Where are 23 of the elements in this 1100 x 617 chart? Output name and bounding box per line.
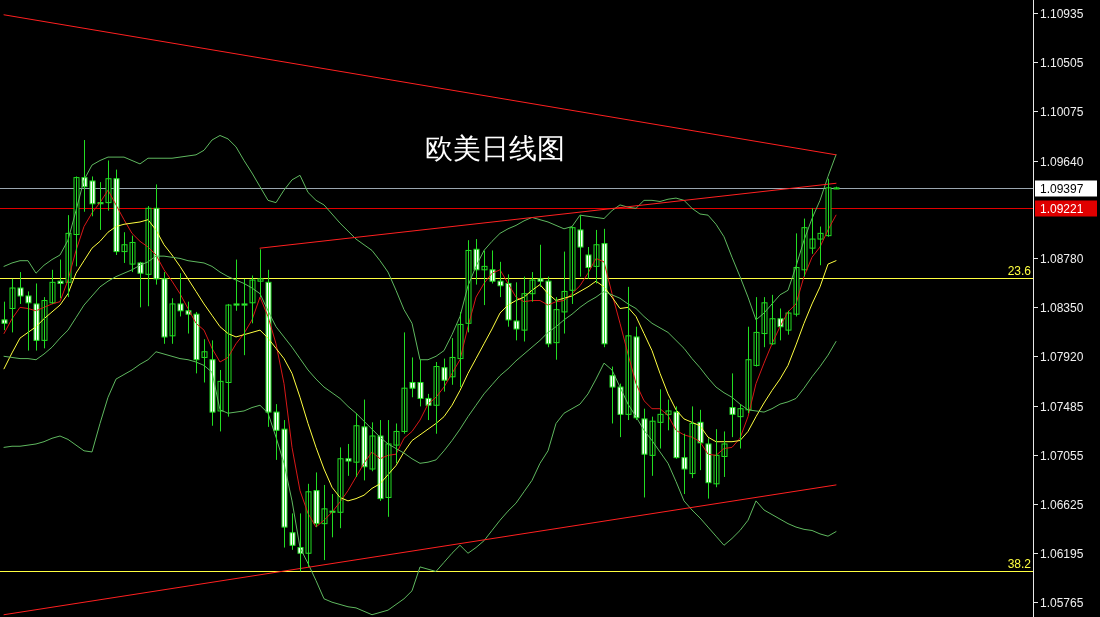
y-tick-label: 1.10075 — [1040, 105, 1084, 119]
ref-line-label: 1.09397 — [1040, 182, 1084, 196]
y-tick-label: 1.07055 — [1040, 449, 1084, 463]
y-tick-label: 1.06625 — [1040, 498, 1084, 512]
y-tick-label: 1.06195 — [1040, 547, 1084, 561]
y-tick-label: 1.10935 — [1040, 7, 1084, 21]
annotation: 38.2 — [1007, 557, 1032, 571]
candlestick — [1, 301, 8, 331]
y-tick-label: 1.05765 — [1040, 596, 1084, 610]
y-tick-label: 1.07920 — [1040, 350, 1084, 364]
y-tick-label: 1.08780 — [1040, 252, 1084, 266]
line-series — [3, 255, 837, 464]
candlestick — [289, 512, 296, 551]
line-series — [3, 351, 837, 616]
y-tick-label: 1.10505 — [1040, 56, 1084, 70]
ref-line-label: 1.09221 — [1040, 202, 1084, 216]
y-tick-label: 1.07485 — [1040, 400, 1084, 414]
line-series — [3, 189, 837, 528]
line-series — [3, 134, 837, 361]
y-tick-label: 1.08350 — [1040, 301, 1084, 315]
text: 欧美日线图 — [425, 133, 565, 164]
annotation: 23.6 — [1007, 264, 1032, 278]
y-tick-label: 1.09640 — [1040, 155, 1084, 169]
